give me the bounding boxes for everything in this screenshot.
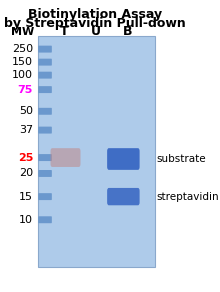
Text: MW: MW bbox=[11, 27, 35, 37]
FancyBboxPatch shape bbox=[38, 154, 52, 161]
Text: substrate: substrate bbox=[156, 154, 206, 164]
Text: 25: 25 bbox=[18, 152, 33, 163]
FancyBboxPatch shape bbox=[38, 72, 52, 79]
Text: U: U bbox=[91, 25, 101, 38]
FancyBboxPatch shape bbox=[38, 46, 52, 53]
FancyBboxPatch shape bbox=[51, 148, 81, 167]
Text: 37: 37 bbox=[19, 125, 33, 135]
Text: 10: 10 bbox=[19, 215, 33, 225]
FancyBboxPatch shape bbox=[38, 108, 52, 115]
FancyBboxPatch shape bbox=[38, 193, 52, 200]
Text: streptavidin: streptavidin bbox=[156, 192, 219, 201]
FancyBboxPatch shape bbox=[38, 86, 52, 93]
Text: B: B bbox=[123, 25, 133, 38]
FancyBboxPatch shape bbox=[38, 170, 52, 177]
Text: 100: 100 bbox=[12, 70, 33, 80]
FancyBboxPatch shape bbox=[38, 216, 52, 223]
Text: T: T bbox=[60, 25, 69, 38]
FancyBboxPatch shape bbox=[107, 148, 140, 170]
FancyBboxPatch shape bbox=[38, 59, 52, 66]
Text: 150: 150 bbox=[12, 57, 33, 67]
FancyBboxPatch shape bbox=[107, 188, 140, 205]
Text: 15: 15 bbox=[19, 192, 33, 201]
Text: Biotinylation Assay: Biotinylation Assay bbox=[28, 8, 162, 21]
Text: 75: 75 bbox=[18, 85, 33, 95]
Text: 250: 250 bbox=[12, 44, 33, 54]
Bar bbox=[38, 36, 155, 267]
Text: 20: 20 bbox=[19, 168, 33, 178]
FancyBboxPatch shape bbox=[38, 127, 52, 133]
Text: 50: 50 bbox=[19, 106, 33, 116]
Text: by Streptavidin Pull-down: by Streptavidin Pull-down bbox=[4, 17, 185, 29]
